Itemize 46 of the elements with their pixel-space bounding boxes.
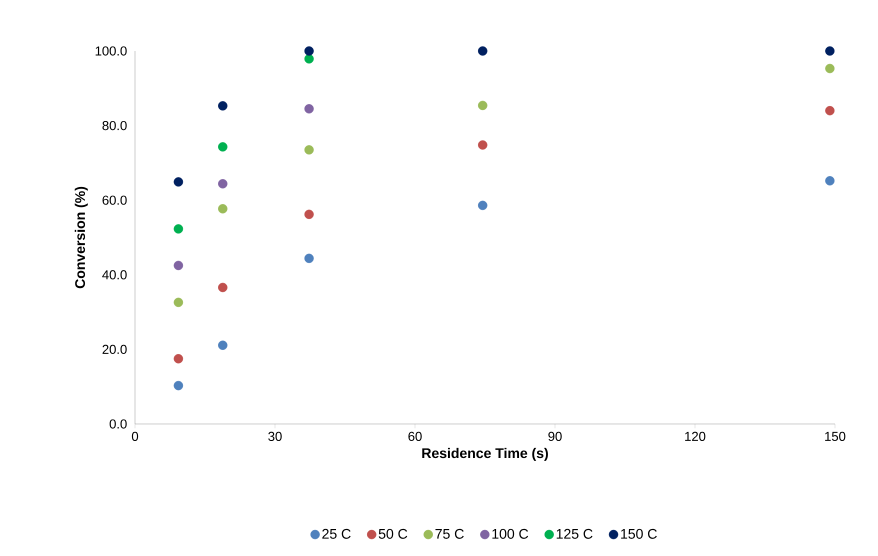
legend-label: 100 C [492, 528, 528, 539]
point [218, 179, 228, 188]
y-tick-label: 40.0 [102, 270, 127, 280]
point [174, 380, 184, 390]
y-tick-label: 80.0 [102, 120, 127, 130]
point [218, 101, 228, 111]
x-tick-label: 120 [685, 432, 706, 441]
point [478, 200, 488, 210]
x-tick-label: 150 [825, 432, 846, 441]
point [825, 106, 835, 116]
point [478, 100, 488, 110]
legend-label: 75 C [435, 528, 464, 539]
point [218, 142, 228, 152]
point [825, 176, 835, 186]
point [218, 204, 228, 214]
point [825, 64, 835, 74]
point [174, 354, 184, 364]
point [218, 340, 228, 350]
point [304, 46, 314, 56]
y-tick-label: 60.0 [102, 196, 127, 205]
point [218, 282, 228, 292]
point [174, 298, 184, 308]
point [478, 46, 488, 56]
x-tick-label: 0 [132, 432, 138, 441]
x-tick-label: 90 [548, 432, 562, 441]
x-axis-title: Residence Time (s) [422, 448, 548, 461]
point [174, 177, 184, 187]
point [304, 104, 314, 114]
legend-label: 125 C [556, 528, 592, 539]
legend-label: 150 C [621, 528, 657, 539]
x-tick-label: 60 [408, 432, 422, 441]
legend-label: 25 C [322, 528, 351, 539]
y-tick-label: 100.0 [96, 46, 127, 56]
point [304, 254, 314, 264]
y-axis-title: Conversion (%) [74, 186, 88, 288]
point [825, 46, 835, 56]
point [478, 140, 488, 150]
point [174, 224, 184, 234]
legend-label: 50 C [378, 528, 408, 539]
y-tick-label: 20.0 [102, 344, 127, 354]
point [304, 210, 314, 220]
y-tick-label: 0.0 [110, 419, 127, 429]
point [304, 145, 314, 155]
point [174, 260, 184, 270]
point [304, 54, 314, 64]
x-tick-label: 30 [268, 432, 282, 441]
